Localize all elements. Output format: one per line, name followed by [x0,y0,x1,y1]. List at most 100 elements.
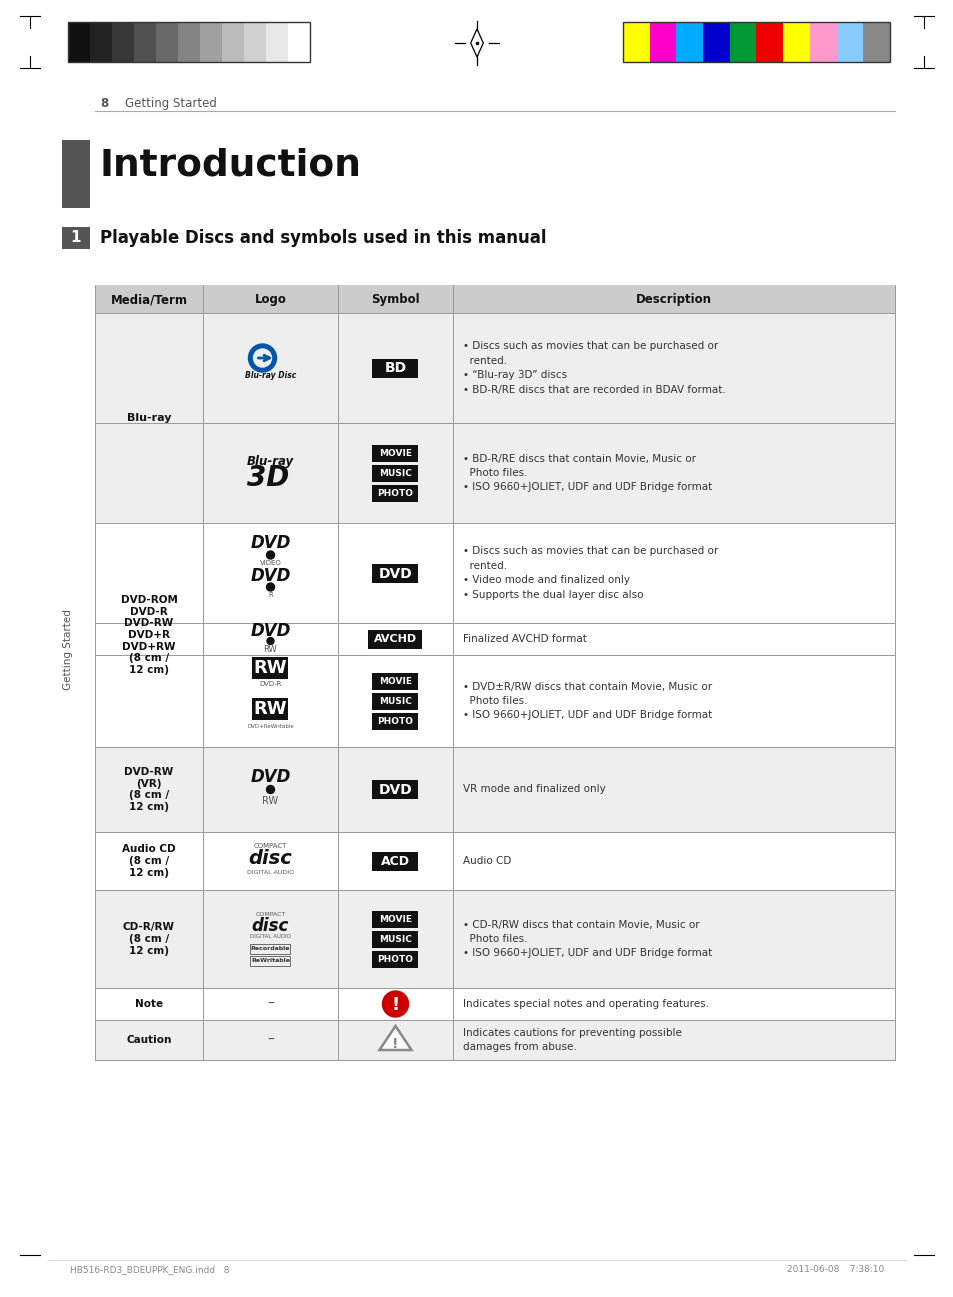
Circle shape [266,582,274,591]
Text: • Discs such as movies that can be purchased or
  rented.
• “Blu-ray 3D” discs
•: • Discs such as movies that can be purch… [462,341,725,394]
Text: MOVIE: MOVIE [378,914,412,923]
Text: –: – [267,1032,274,1047]
Text: 2011-06-08    7:38:10: 2011-06-08 7:38:10 [786,1266,883,1275]
Text: DVD-ROM
DVD-R
DVD-RW
DVD+R
DVD+RW
(8 cm /
12 cm): DVD-ROM DVD-R DVD-RW DVD+R DVD+RW (8 cm … [120,595,177,674]
Text: Logo: Logo [254,293,286,306]
Text: VIDEO: VIDEO [259,560,281,565]
Text: Getting Started: Getting Started [125,97,216,110]
Text: DVD: DVD [250,534,291,553]
Text: DVD: DVD [250,623,291,639]
Bar [372,852,418,870]
Text: Blu-ray: Blu-ray [247,454,294,467]
Text: MOVIE: MOVIE [378,449,412,458]
Text: VR mode and finalized only: VR mode and finalized only [462,785,605,795]
Bar [862,22,889,62]
Bar [112,22,133,62]
Text: • Discs such as movies that can be purchased or
  rented.
• Video mode and final: • Discs such as movies that can be purch… [462,546,718,599]
Bar [372,485,418,502]
Text: Introduction: Introduction [100,148,361,184]
Bar [156,22,178,62]
Text: • CD-R/RW discs that contain Movie, Music or
  Photo files.
• ISO 9660+JOLIET, U: • CD-R/RW discs that contain Movie, Musi… [462,920,712,958]
Bar [676,22,702,62]
Bar [622,22,889,62]
Text: Blu-ray: Blu-ray [127,412,172,423]
Text: Indicates special notes and operating features.: Indicates special notes and operating fe… [462,999,708,1009]
Text: DVD: DVD [378,783,412,796]
Bar [372,673,418,690]
Text: 3D: 3D [247,464,290,492]
Bar [372,563,418,582]
Circle shape [267,638,274,645]
Bar [95,1019,894,1060]
Text: Note: Note [134,999,163,1009]
Text: BD: BD [384,362,406,376]
Bar [782,22,809,62]
Bar [372,358,418,377]
Bar [95,423,894,523]
Text: Getting Started: Getting Started [63,610,73,690]
Bar [95,655,894,747]
Text: CD-R/RW
(8 cm /
12 cm): CD-R/RW (8 cm / 12 cm) [123,922,174,956]
Bar [178,22,200,62]
Bar [95,890,894,988]
Text: Symbol: Symbol [371,293,419,306]
Bar [95,523,894,623]
Bar [372,464,418,481]
Text: R: R [268,591,273,598]
Bar [90,22,112,62]
Text: DVD: DVD [378,567,412,581]
Circle shape [382,991,408,1017]
Bar [68,22,310,62]
Bar [372,445,418,462]
Bar [251,944,291,955]
Text: RW: RW [263,645,277,654]
Text: ReWritable: ReWritable [251,958,290,964]
Bar [372,930,418,948]
Text: Indicates cautions for preventing possible
damages from abuse.: Indicates cautions for preventing possib… [462,1027,681,1052]
Text: HB516-RD3_BDEUPPK_ENG.indd   8: HB516-RD3_BDEUPPK_ENG.indd 8 [70,1266,230,1275]
Bar [266,22,288,62]
Text: Recordable: Recordable [251,947,290,952]
Bar [95,988,894,1019]
Text: PHOTO: PHOTO [377,955,413,964]
Bar [372,951,418,968]
Bar [253,698,288,720]
Bar [95,285,894,313]
Bar [244,22,266,62]
Text: RW: RW [262,796,278,807]
Bar [756,22,782,62]
Text: disc: disc [249,848,292,868]
Circle shape [266,551,274,559]
Bar [95,747,894,831]
Bar [222,22,244,62]
Text: 8: 8 [100,97,108,110]
Bar [372,779,418,799]
Bar [95,313,894,423]
Circle shape [248,344,276,372]
Bar [622,22,649,62]
Text: DIGITAL AUDIO: DIGITAL AUDIO [250,935,291,939]
Text: RW: RW [253,659,287,677]
Text: • BD-R/RE discs that contain Movie, Music or
  Photo files.
• ISO 9660+JOLIET, U: • BD-R/RE discs that contain Movie, Musi… [462,454,712,493]
Bar [372,910,418,927]
Bar [95,831,894,890]
Text: COMPACT: COMPACT [255,912,285,917]
Text: –: – [267,997,274,1010]
Bar [836,22,862,62]
Bar [62,227,90,249]
Bar [62,140,90,208]
Text: Blu-ray Disc: Blu-ray Disc [245,371,295,380]
Bar [253,658,288,680]
Circle shape [266,786,274,794]
Text: COMPACT: COMPACT [253,843,287,850]
Polygon shape [379,1026,411,1051]
Text: PHOTO: PHOTO [377,717,413,726]
Text: DVD+ReWritable: DVD+ReWritable [247,724,294,729]
Text: .: . [283,473,286,482]
Text: Caution: Caution [126,1035,172,1045]
Bar [729,22,756,62]
Polygon shape [470,29,483,57]
Text: DVD-R: DVD-R [259,681,281,687]
Bar [68,22,90,62]
Bar [372,693,418,709]
